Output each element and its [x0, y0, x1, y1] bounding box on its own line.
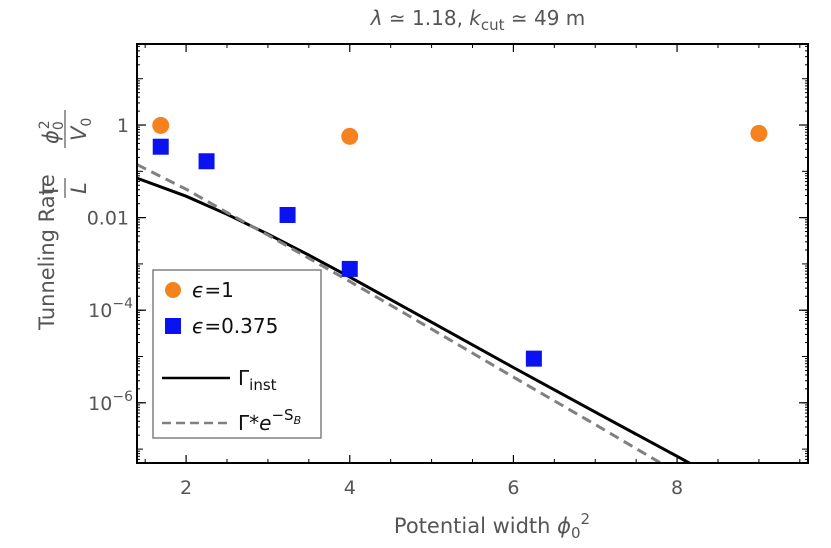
- y-tick-label: 10−6: [88, 389, 133, 415]
- plot-frame: [136, 43, 809, 464]
- eps1-point: [341, 127, 359, 145]
- legend-box: [152, 269, 322, 439]
- eps1-point: [750, 124, 768, 142]
- data-markers: [152, 116, 768, 367]
- chart-title: λ ≃ 1.18, kcut ≃ 49 m: [370, 6, 586, 34]
- legend-label-bounce: Γ*e−SB: [238, 406, 301, 435]
- bounce-rate-dashed-line: [137, 163, 664, 463]
- x-axis-title: Potential width ϕ02: [394, 510, 590, 542]
- y-axis-title: Tunneling Rate: [35, 174, 59, 331]
- eps0375-point: [525, 350, 542, 367]
- x-tick-label: 8: [671, 477, 683, 499]
- eps1-point: [152, 116, 170, 134]
- legend-label-inst: Γinst: [238, 366, 277, 394]
- y-frac2-numerator: ϕ02: [37, 120, 67, 144]
- legend: ϵ=1 ϵ=0.375 Γinst Γ*e−SB: [152, 269, 322, 439]
- x-tick-label: 6: [507, 477, 519, 499]
- eps0375-point: [279, 206, 296, 223]
- eps0375-point: [341, 260, 358, 277]
- y-tick-label: 0.01: [87, 208, 129, 230]
- y-frac2-denominator: V0: [67, 118, 95, 141]
- y-tick-label: 1: [117, 115, 129, 137]
- instanton-rate-line: [137, 176, 693, 463]
- y-axis-formula: Γ L ϕ02 V0: [37, 110, 95, 198]
- y-tick-label: 10−4: [88, 296, 133, 322]
- eps0375-point: [152, 138, 169, 155]
- x-tick-label: 2: [180, 477, 192, 499]
- y-frac1-numerator: Γ: [39, 182, 63, 194]
- legend-label-eps1: ϵ=1: [192, 278, 234, 302]
- eps0375-point: [198, 153, 215, 170]
- y-frac1-denominator: L: [67, 182, 91, 194]
- legend-marker-circle: [165, 282, 181, 298]
- tick-labels: 2 4 6 8 1 0.01 10−4 10−6: [87, 115, 683, 499]
- x-tick-label: 4: [344, 477, 356, 499]
- legend-label-eps0375: ϵ=0.375: [192, 314, 278, 338]
- legend-marker-square: [165, 318, 181, 334]
- theory-lines: [137, 163, 693, 463]
